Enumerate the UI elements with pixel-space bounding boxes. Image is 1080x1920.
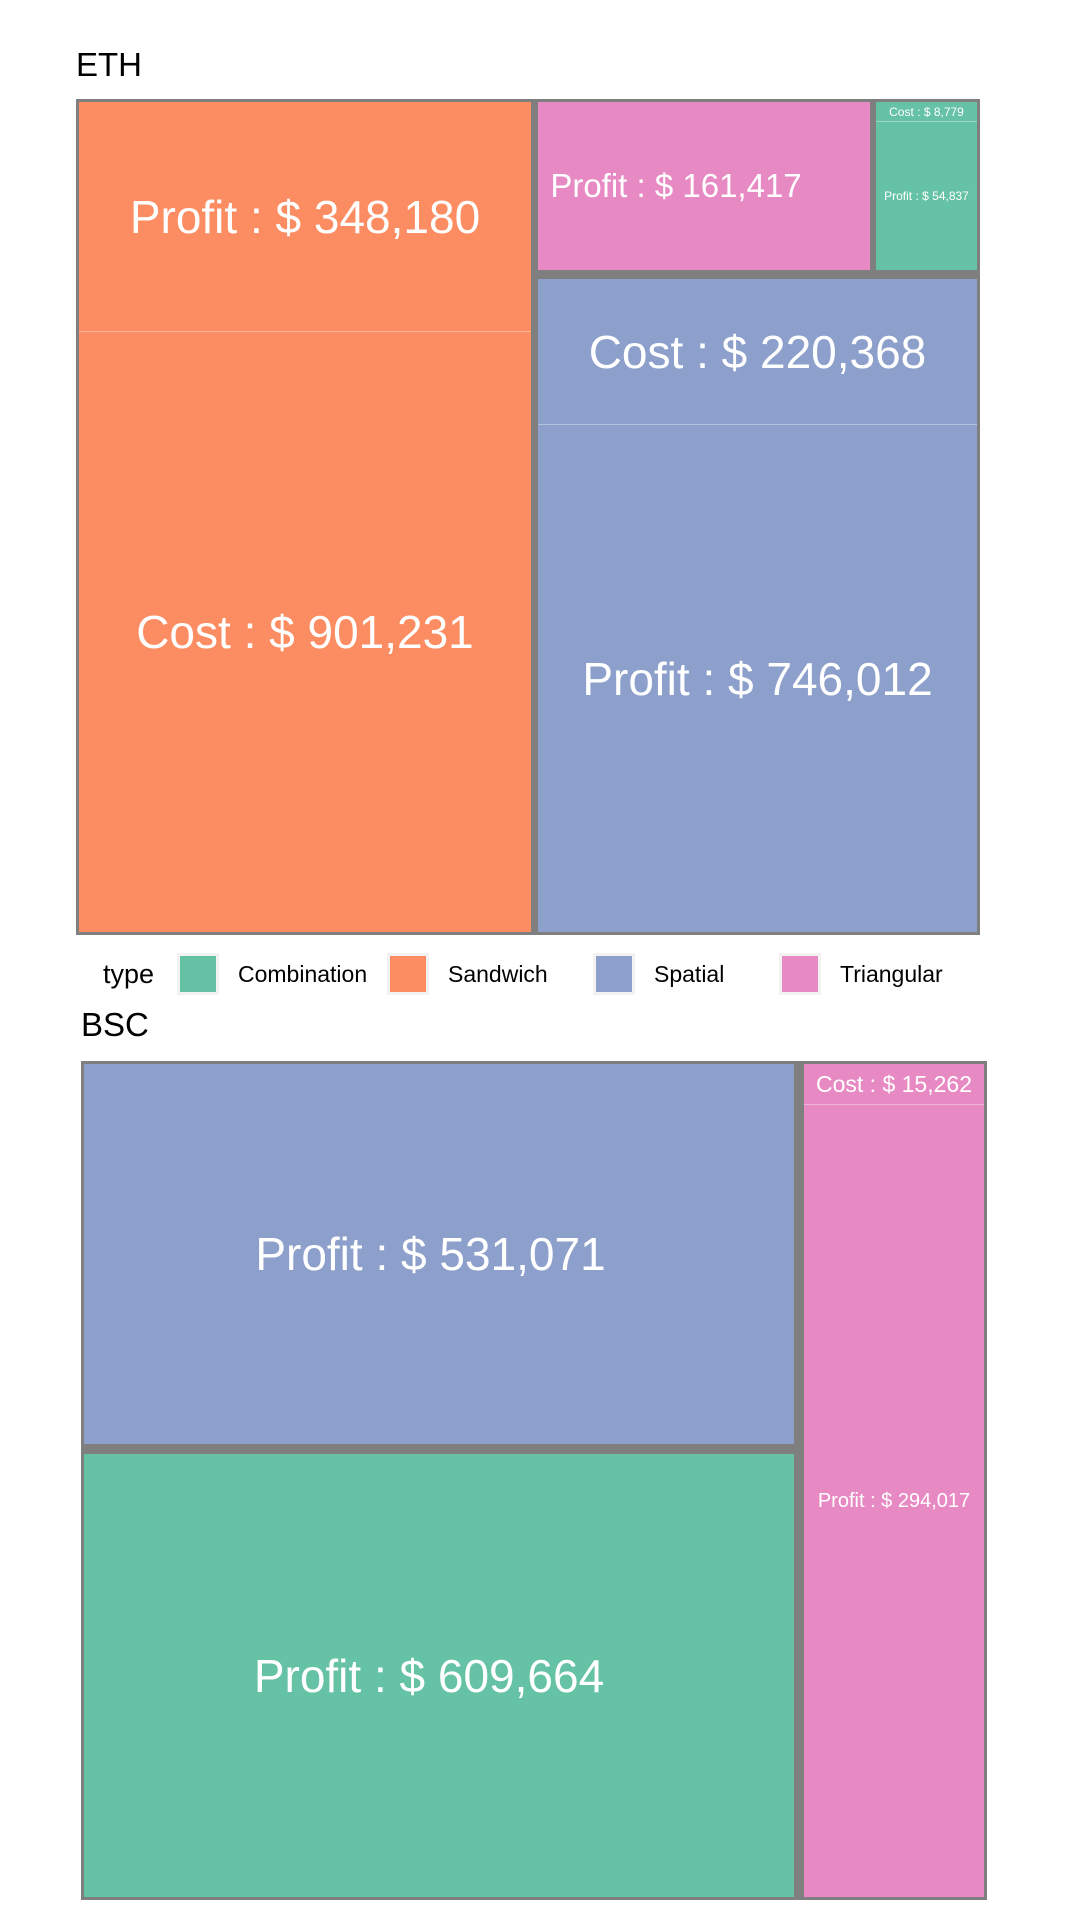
bsc-combination-cost-tile xyxy=(774,1454,794,1897)
legend-item-spatial: Spatial xyxy=(593,950,724,998)
legend-label-spatial: Spatial xyxy=(654,960,725,987)
legend-swatch-triangular xyxy=(779,953,821,995)
legend: type Combination Sandwich Spatial Triang… xyxy=(76,950,980,998)
eth-panel-title: ETH xyxy=(76,46,142,83)
bsc-spatial-profit-label: Profit : $ 531,071 xyxy=(255,1228,606,1280)
eth-combination-cost-tile: Cost : $ 8,779 xyxy=(876,102,977,122)
eth-treemap: Profit : $ 348,180 Cost : $ 901,231 Profit… xyxy=(76,99,980,935)
eth-triangular-profit-tile: Profit : $ 161,417 xyxy=(538,102,814,270)
bsc-triangular-cost-label: Cost : $ 15,262 xyxy=(816,1070,972,1097)
eth-combination-cost-label: Cost : $ 8,779 xyxy=(889,104,964,119)
bsc-spatial-cost-tile xyxy=(777,1064,794,1444)
eth-spatial-cost-tile: Cost : $ 220,368 xyxy=(538,279,977,425)
eth-sandwich-cost-label: Cost : $ 901,231 xyxy=(136,606,474,658)
legend-label-sandwich: Sandwich xyxy=(448,960,548,987)
bsc-panel-title: BSC xyxy=(81,1006,149,1043)
legend-label-combination: Combination xyxy=(238,960,368,987)
eth-sandwich-cost-tile: Cost : $ 901,231 xyxy=(79,332,531,932)
eth-combination-profit-label: Profit : $ 54,837 xyxy=(884,189,969,203)
legend-title: type xyxy=(103,959,155,989)
eth-combination-profit-tile: Profit : $ 54,837 xyxy=(876,122,977,270)
legend-item-combination: Combination xyxy=(177,950,367,998)
eth-sandwich-profit-tile: Profit : $ 348,180 xyxy=(79,102,531,332)
legend-item-triangular: Triangular xyxy=(779,950,943,998)
bsc-combination-profit-label: Profit : $ 609,664 xyxy=(253,1649,605,1702)
bsc-spatial-profit-tile: Profit : $ 531,071 xyxy=(84,1064,777,1444)
eth-triangular-cost-tile xyxy=(814,102,870,270)
eth-spatial-profit-label: Profit : $ 746,012 xyxy=(582,652,933,705)
bsc-triangular-profit-tile: Profit : $ 294,017 xyxy=(804,1105,984,1897)
eth-spatial-profit-tile: Profit : $ 746,012 xyxy=(538,425,977,932)
bsc-triangular-cost-tile: Cost : $ 15,262 xyxy=(804,1064,984,1105)
legend-swatch-combination xyxy=(177,953,219,995)
legend-item-sandwich: Sandwich xyxy=(387,950,548,998)
legend-label-triangular: Triangular xyxy=(840,960,943,987)
eth-triangular-profit-label: Profit : $ 161,417 xyxy=(550,167,802,204)
legend-swatch-sandwich xyxy=(387,953,429,995)
bsc-combination-profit-tile: Profit : $ 609,664 xyxy=(84,1454,774,1897)
eth-spatial-cost-label: Cost : $ 220,368 xyxy=(588,325,927,378)
bsc-triangular-profit-label: Profit : $ 294,017 xyxy=(817,1489,971,1512)
eth-sandwich-profit-label: Profit : $ 348,180 xyxy=(129,190,481,243)
bsc-treemap: Profit : $ 531,071 Profit : $ 609,664 Cost… xyxy=(81,1061,987,1900)
legend-swatch-spatial xyxy=(593,953,635,995)
